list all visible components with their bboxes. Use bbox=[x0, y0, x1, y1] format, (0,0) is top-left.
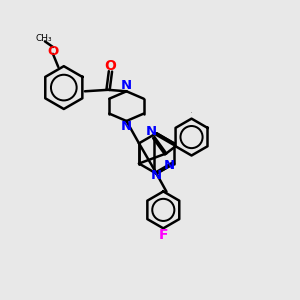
Text: F: F bbox=[159, 228, 168, 242]
Text: N: N bbox=[120, 79, 131, 92]
Text: N: N bbox=[150, 169, 161, 182]
Text: CH₃: CH₃ bbox=[35, 34, 52, 43]
Text: Ph: Ph bbox=[191, 112, 193, 113]
Text: O: O bbox=[104, 59, 116, 73]
Text: N: N bbox=[120, 121, 131, 134]
Text: N: N bbox=[146, 125, 157, 138]
Text: O: O bbox=[47, 45, 58, 58]
Text: N: N bbox=[164, 159, 175, 172]
